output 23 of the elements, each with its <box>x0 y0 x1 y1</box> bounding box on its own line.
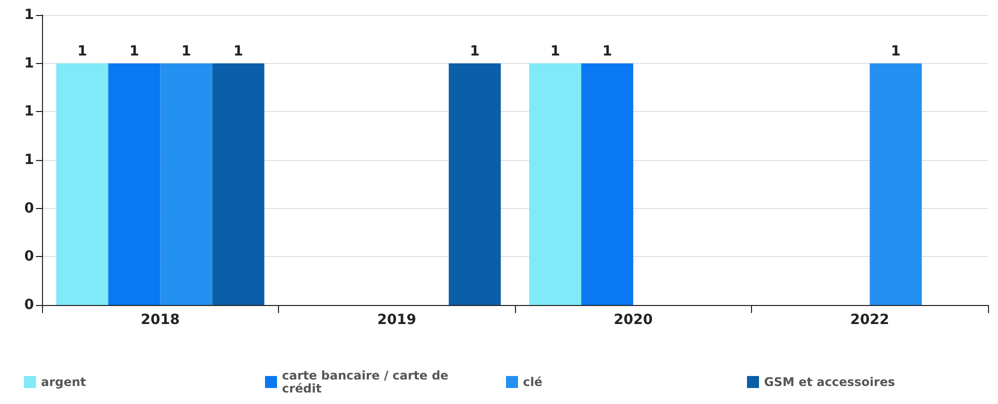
y-tick-label: 1 <box>24 104 34 120</box>
data-label: 1 <box>233 43 244 60</box>
y-tick-label: 1 <box>24 7 34 23</box>
data-label: 1 <box>77 43 88 60</box>
y-tick-label: 1 <box>24 55 34 72</box>
x-tick-label: 2020 <box>614 312 653 328</box>
y-tick-label: 0 <box>24 248 34 265</box>
legend-label: GSM et accessoires <box>764 375 895 389</box>
legend-label: carte bancaire / carte de crédit <box>282 368 453 396</box>
data-label: 1 <box>550 43 560 60</box>
legend-label: argent <box>41 375 86 389</box>
data-label: 1 <box>129 43 140 60</box>
y-tick-label: 0 <box>24 297 34 313</box>
x-tick-label: 2018 <box>140 312 180 328</box>
data-label: 1 <box>470 43 480 60</box>
data-label: 1 <box>181 43 192 60</box>
y-tick-label: 1 <box>24 152 34 168</box>
legend-label: clé <box>523 375 542 389</box>
data-label: 1 <box>602 43 612 60</box>
x-tick-label: 2022 <box>850 312 890 328</box>
x-tick-label: 2019 <box>377 312 416 328</box>
y-tick-label: 0 <box>24 200 34 216</box>
data-label: 1 <box>890 43 901 60</box>
